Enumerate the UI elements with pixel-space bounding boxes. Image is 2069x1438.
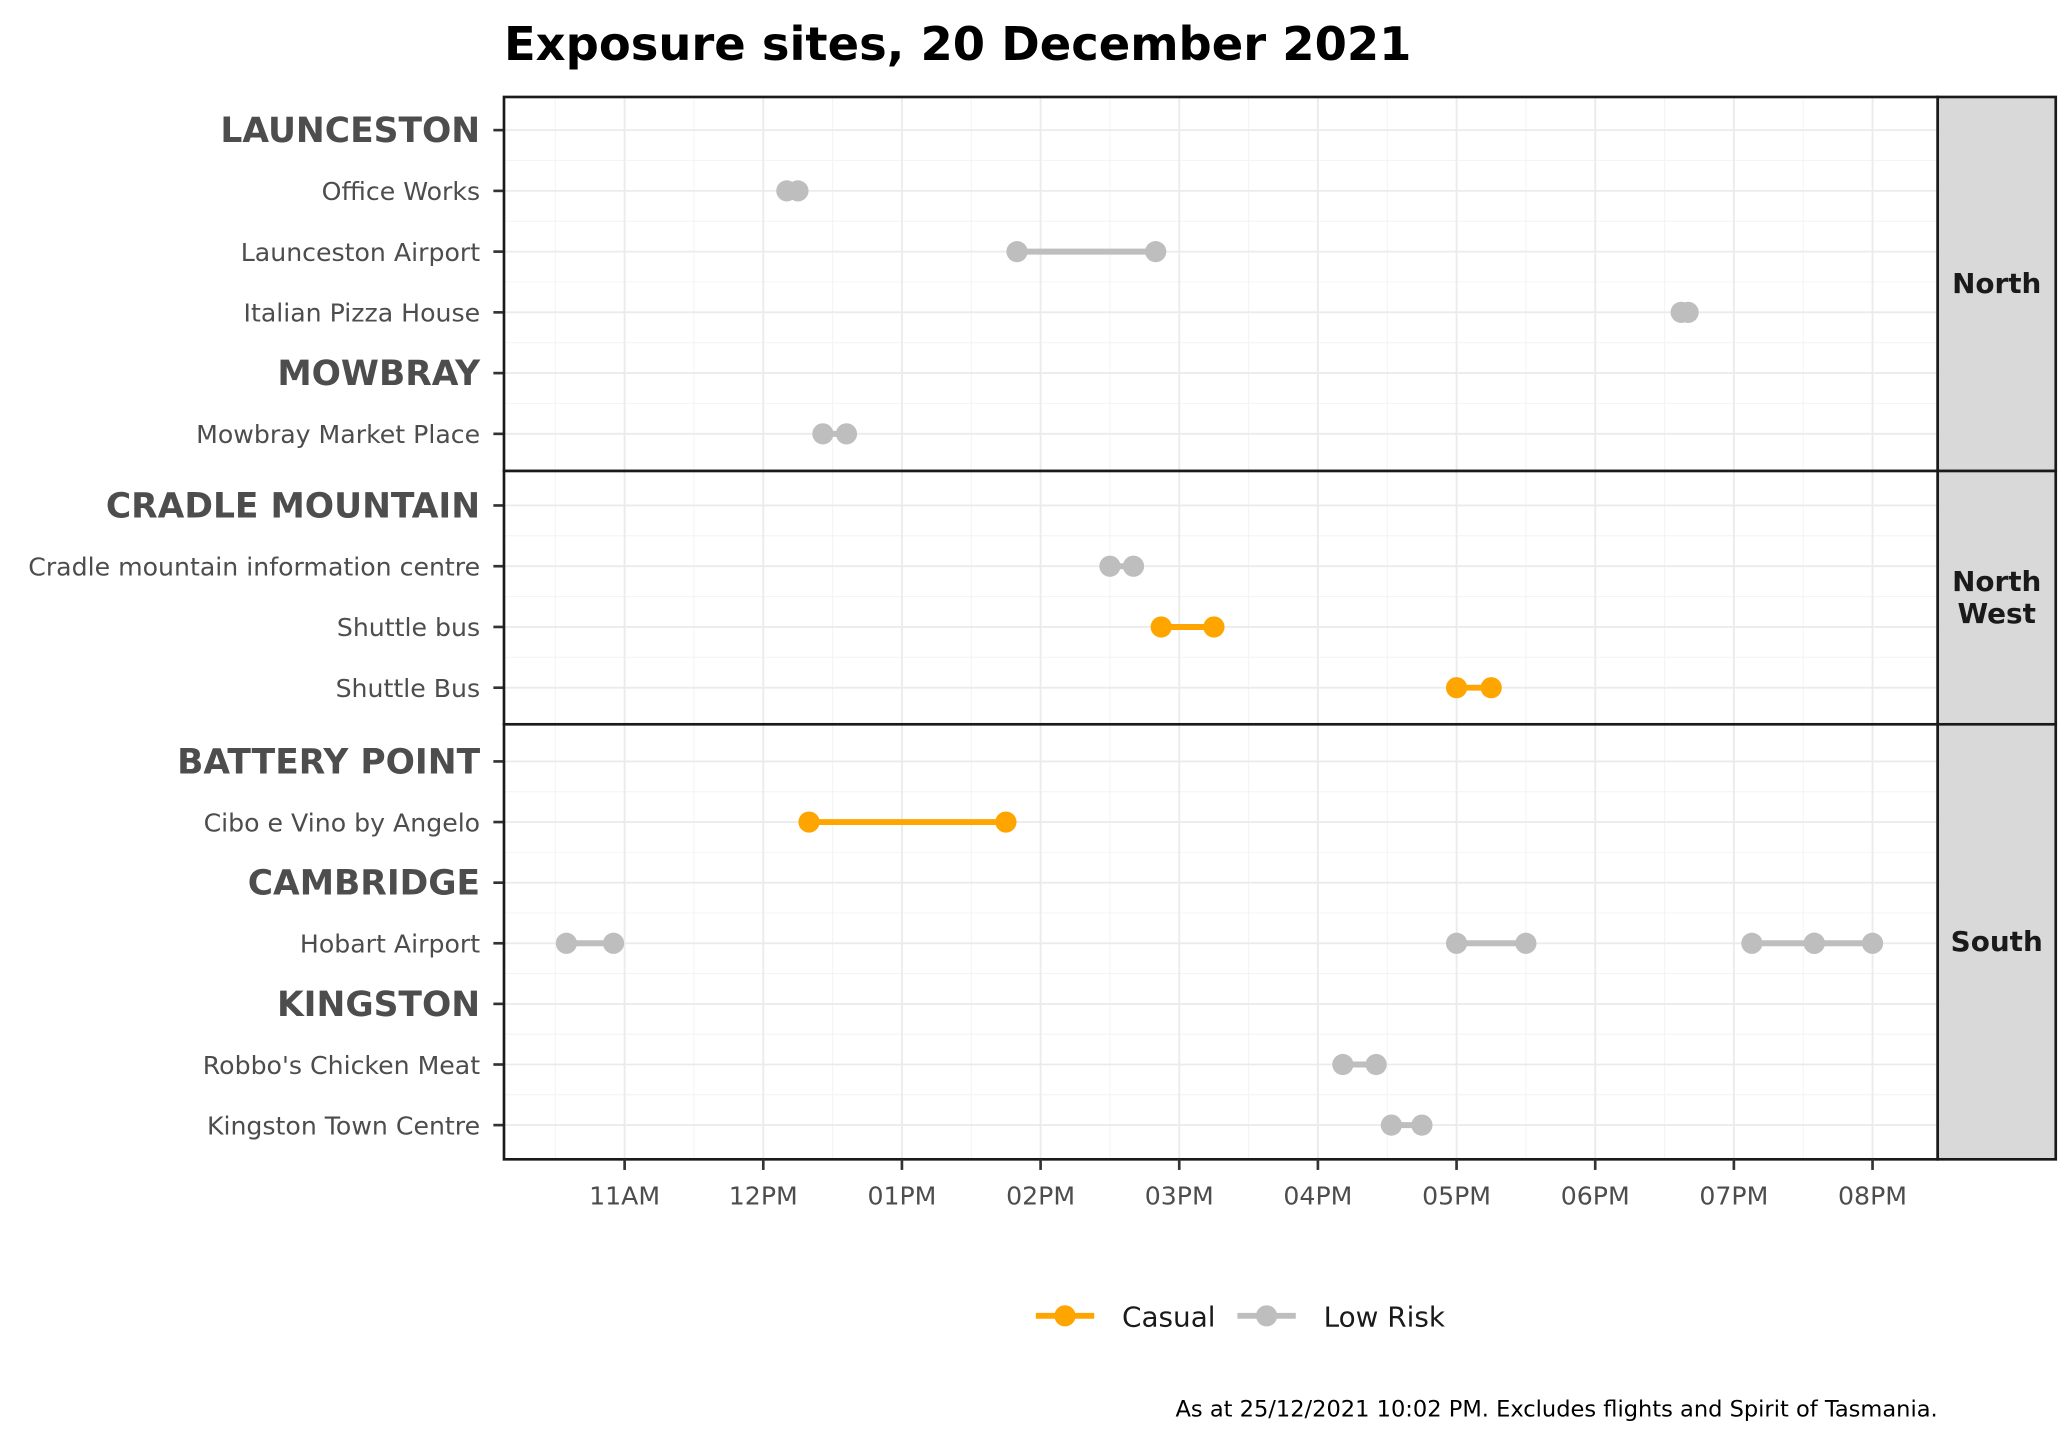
region-strip bbox=[1936, 469, 2058, 726]
site-label: Kingston Town Centre bbox=[207, 1111, 480, 1140]
exposure-segment bbox=[1332, 1053, 1387, 1076]
exposure-segment bbox=[1803, 932, 1884, 954]
x-axis: 11AM 12PM 01PM 02PM 03PM 04PM 05PM 06PM 07PM 08PM bbox=[589, 1159, 1907, 1210]
legend-label: Casual bbox=[1122, 1300, 1215, 1333]
exposure-segment bbox=[1150, 616, 1225, 638]
region-strip-label: West bbox=[1957, 597, 2035, 630]
exposure-segment bbox=[1380, 1114, 1433, 1136]
exposure-end-point bbox=[1411, 1114, 1433, 1136]
region-strip-label: North bbox=[1952, 565, 2041, 598]
exposure-start-point bbox=[798, 811, 820, 833]
location-header-label: MOWBRAY bbox=[277, 354, 481, 394]
legend-item: Casual bbox=[1035, 1300, 1216, 1333]
site-label: Launceston Airport bbox=[241, 238, 480, 267]
region-strip bbox=[1936, 722, 2058, 1161]
exposure-end-point bbox=[602, 932, 625, 954]
legend-key-point bbox=[1255, 1305, 1278, 1327]
legend-label: Low Risk bbox=[1324, 1300, 1446, 1333]
exposure-segment bbox=[812, 423, 858, 445]
exposure-start-point bbox=[1150, 616, 1172, 638]
x-tick-label: 08PM bbox=[1838, 1181, 1907, 1210]
location-header-label: CAMBRIDGE bbox=[248, 864, 480, 904]
site-label: Cibo e Vino by Angelo bbox=[204, 808, 481, 837]
exposure-end-point bbox=[1677, 301, 1699, 323]
exposure-start-point bbox=[555, 932, 577, 954]
exposure-start-point bbox=[1803, 932, 1825, 954]
x-tick-label: 07PM bbox=[1699, 1181, 1768, 1210]
site-label: Robbo's Chicken Meat bbox=[203, 1051, 480, 1080]
panel: CRADLE MOUNTAIN Cradle mountain informati… bbox=[28, 469, 2058, 726]
exposure-start-point bbox=[1099, 555, 1121, 577]
exposure-end-point bbox=[995, 811, 1017, 833]
x-tick-label: 11AM bbox=[589, 1181, 660, 1210]
exposure-segment bbox=[1099, 555, 1145, 577]
exposure-end-point bbox=[787, 180, 809, 202]
x-tick-label: 01PM bbox=[867, 1181, 936, 1210]
panel: LAUNCESTON Office Works Launceston Airport… bbox=[196, 95, 2058, 473]
site-label: Italian Pizza House bbox=[244, 299, 481, 328]
location-header-label: KINGSTON bbox=[277, 985, 480, 1025]
chart-title: Exposure sites, 20 December 2021 bbox=[504, 17, 1411, 71]
exposure-end-point bbox=[835, 423, 858, 445]
exposure-end-point bbox=[1145, 241, 1167, 263]
exposure-segment bbox=[776, 180, 809, 202]
site-label: Shuttle bus bbox=[337, 613, 480, 642]
panel: BATTERY POINT Cibo e Vino by Angelo CAMBRI… bbox=[177, 722, 2058, 1161]
chart-caption: As at 25/12/2021 10:02 PM. Excludes flig… bbox=[1176, 1397, 1938, 1423]
site-label: Cradle mountain information centre bbox=[28, 552, 480, 581]
location-header-label: LAUNCESTON bbox=[220, 111, 480, 151]
exposure-segment bbox=[555, 932, 625, 954]
exposure-end-point bbox=[1122, 555, 1145, 577]
x-tick-label: 05PM bbox=[1422, 1181, 1491, 1210]
x-tick-label: 12PM bbox=[729, 1181, 798, 1210]
exposure-start-point bbox=[1445, 932, 1468, 954]
legend-key-point bbox=[1054, 1305, 1076, 1327]
chart-panels: LAUNCESTON Office Works Launceston Airport… bbox=[28, 95, 2058, 1161]
x-tick-label: 03PM bbox=[1145, 1181, 1214, 1210]
exposure-end-point bbox=[1515, 932, 1537, 954]
panel-background bbox=[503, 724, 1938, 1160]
exposure-segment bbox=[1006, 241, 1167, 263]
site-label: Office Works bbox=[322, 177, 480, 206]
exposure-start-point bbox=[1006, 241, 1028, 263]
site-label: Mowbray Market Place bbox=[196, 420, 480, 449]
panel-background bbox=[503, 96, 1938, 471]
exposure-start-point bbox=[812, 423, 834, 445]
exposure-start-point bbox=[1332, 1053, 1354, 1076]
site-label: Hobart Airport bbox=[300, 930, 480, 959]
region-strip-label: North bbox=[1952, 267, 2041, 300]
exposure-segment bbox=[1445, 932, 1537, 954]
exposure-end-point bbox=[1480, 677, 1502, 699]
exposure-end-point bbox=[1203, 616, 1225, 638]
exposure-start-point bbox=[1741, 932, 1763, 954]
exposure-start-point bbox=[1445, 677, 1468, 699]
exposure-start-point bbox=[1380, 1114, 1403, 1136]
location-header-label: CRADLE MOUNTAIN bbox=[106, 486, 480, 526]
site-label: Shuttle Bus bbox=[336, 674, 481, 703]
exposure-end-point bbox=[1861, 932, 1884, 954]
x-tick-label: 02PM bbox=[1006, 1181, 1075, 1210]
panel-background bbox=[503, 470, 1938, 725]
exposure-segment bbox=[798, 811, 1017, 833]
location-header-label: BATTERY POINT bbox=[177, 742, 480, 782]
region-strip bbox=[1936, 95, 2058, 473]
chart-legend: Casual Low Risk bbox=[1035, 1300, 1446, 1333]
exposure-end-point bbox=[1365, 1053, 1387, 1076]
exposure-segment bbox=[1445, 677, 1502, 699]
exposure-segment bbox=[1670, 301, 1699, 323]
x-tick-label: 06PM bbox=[1561, 1181, 1630, 1210]
x-tick-label: 04PM bbox=[1283, 1181, 1352, 1210]
legend-item: Low Risk bbox=[1237, 1300, 1446, 1333]
region-strip-label: South bbox=[1951, 925, 2043, 958]
